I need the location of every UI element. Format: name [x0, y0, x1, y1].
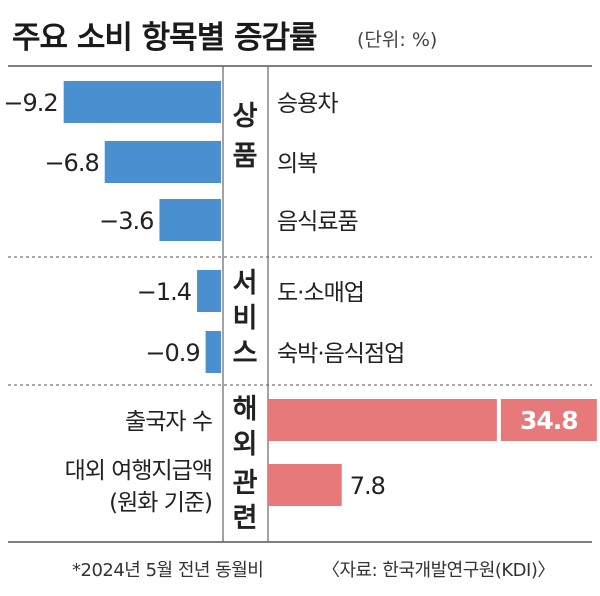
footnote-period: *2024년 5월 전년 동월비 — [72, 560, 263, 581]
bar-divider-2-0 — [496, 399, 501, 441]
unit-label: (단위: %) — [357, 29, 437, 51]
bar-1-0 — [197, 270, 221, 312]
bar-0-2 — [159, 199, 221, 241]
item-label-2-1: 대외 여행지급액 (원화 기준) — [65, 458, 212, 516]
item-label-0-1: 의복 — [277, 151, 317, 177]
item-label-1-1: 숙박·음식점업 — [277, 341, 404, 367]
group-separators — [8, 66, 592, 542]
bar-2-0 — [268, 399, 597, 441]
item-label-0-0: 승용차 — [277, 91, 338, 117]
value-label-0-2: −3.6 — [99, 207, 153, 235]
bar-1-1 — [205, 331, 221, 373]
bar-layer — [63, 81, 597, 506]
value-label-2-0: 34.8 — [520, 406, 578, 435]
footnote-source: 〈자료: 한국개발연구원(KDI)〉 — [322, 560, 555, 581]
item-label-2-0: 출국자 수 — [125, 409, 212, 435]
item-label-0-2: 음식료품 — [277, 209, 358, 235]
value-label-0-0: −9.2 — [3, 89, 57, 117]
value-label-2-1: 7.8 — [350, 472, 385, 500]
bar-0-1 — [104, 141, 221, 183]
bar-0-0 — [63, 81, 222, 123]
item-label-1-0: 도·소매업 — [277, 280, 364, 306]
bar-2-1 — [268, 464, 342, 506]
value-label-1-0: −1.4 — [137, 278, 191, 306]
chart-title: 주요 소비 항목별 증감률 — [12, 20, 317, 56]
value-label-0-1: −6.8 — [44, 149, 98, 177]
value-label-1-1: −0.9 — [145, 339, 199, 367]
